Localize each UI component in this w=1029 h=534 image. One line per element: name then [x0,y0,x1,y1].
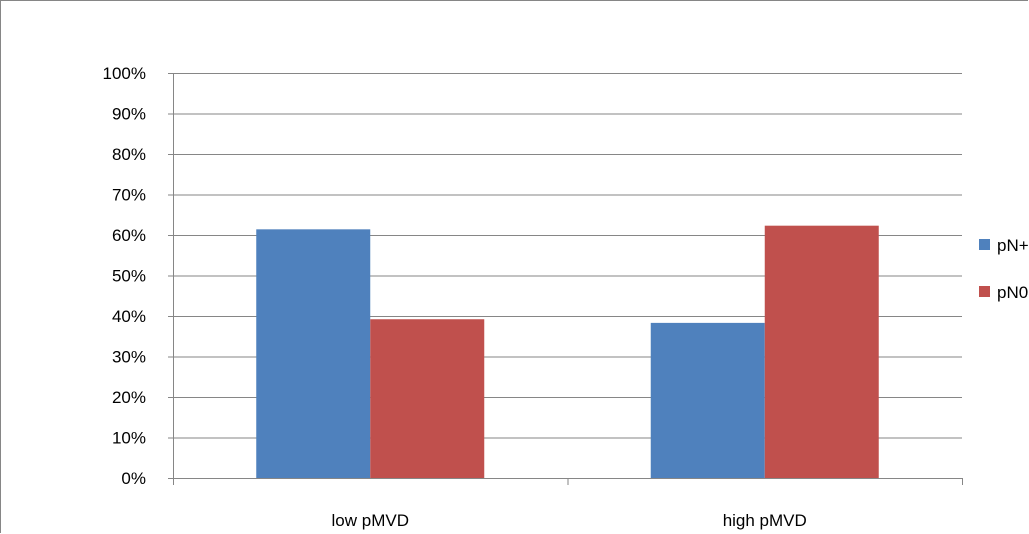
legend-swatch [979,239,990,250]
legend-label: pN0 [997,283,1028,302]
bar-pN0-0 [370,319,485,478]
y-tick-label: 30% [112,348,146,367]
x-category-label: high pMVD [723,511,807,530]
bar-pN0-1 [764,225,879,478]
legend-swatch [979,286,990,297]
y-tick-label: 60% [112,226,146,245]
bars [256,225,879,478]
y-tick-label: 70% [112,186,146,205]
y-tick-label: 50% [112,267,146,286]
bar-pN-1 [650,322,765,478]
x-category-label: low pMVD [332,511,409,530]
y-tick-label: 100% [103,64,146,83]
legend-label: pN+ [997,236,1029,255]
y-tick-label: 10% [112,429,146,448]
axes: 0% 10% 20% 30% 40% 50% 60% 70% 80% 90% 100% low pMV… [103,64,963,530]
bar-pN-0 [256,229,371,478]
y-tick-label: 0% [121,469,146,488]
y-tick-label: 20% [112,388,146,407]
legend: pN+ pN0 [979,236,1029,302]
y-tick-label: 80% [112,145,146,164]
y-tick-label: 40% [112,307,146,326]
y-tick-label: 90% [112,105,146,124]
